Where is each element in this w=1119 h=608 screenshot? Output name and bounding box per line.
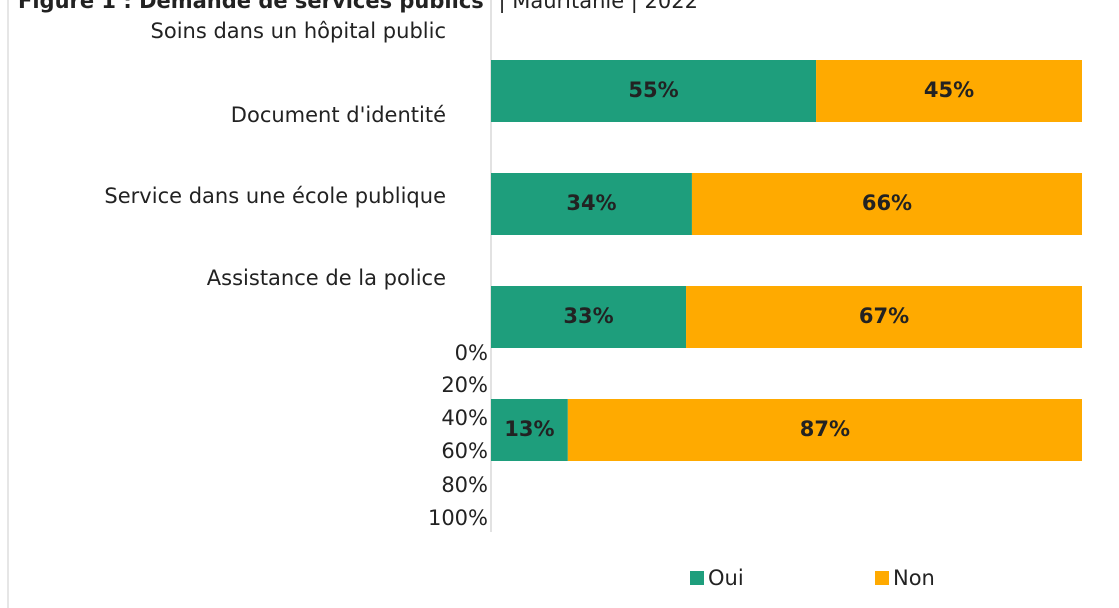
bar-segment <box>567 399 1082 461</box>
chart-title-group: Figure 1 : Demande de services publics |… <box>18 0 698 14</box>
x-tick-label: 80% <box>441 473 488 497</box>
x-tick-label: 100% <box>428 506 488 530</box>
legend-label: Non <box>893 566 935 590</box>
data-label: 66% <box>862 191 912 215</box>
bar-segment <box>691 173 1082 235</box>
bar-segment <box>491 286 687 348</box>
category-label: Soins dans un hôpital public <box>151 19 446 43</box>
data-label: 55% <box>628 78 678 102</box>
data-label: 33% <box>563 304 613 328</box>
chart-subtitle: | Mauritanie | 2022 <box>498 0 698 14</box>
data-label: 45% <box>924 78 974 102</box>
x-tick-label: 60% <box>441 439 488 463</box>
category-label: Document d'identité <box>231 103 446 127</box>
bar-segment <box>491 399 568 461</box>
chart-title: Figure 1 : Demande de services publics <box>18 0 484 13</box>
data-label: 34% <box>566 191 616 215</box>
x-tick-label: 0% <box>455 341 488 365</box>
bar-segment <box>491 60 817 122</box>
bar-segment <box>491 173 692 235</box>
data-label: 67% <box>859 304 909 328</box>
category-label: Assistance de la police <box>207 266 446 290</box>
legend-swatch <box>875 571 889 585</box>
bar-segment <box>686 286 1082 348</box>
category-label: Service dans une école publique <box>104 184 446 208</box>
bar-segment <box>816 60 1082 122</box>
data-label: 87% <box>800 417 850 441</box>
legend-label: Oui <box>708 566 744 590</box>
x-tick-label: 20% <box>441 373 488 397</box>
x-tick-label: 40% <box>441 406 488 430</box>
legend-swatch <box>690 571 704 585</box>
data-label: 13% <box>504 417 554 441</box>
